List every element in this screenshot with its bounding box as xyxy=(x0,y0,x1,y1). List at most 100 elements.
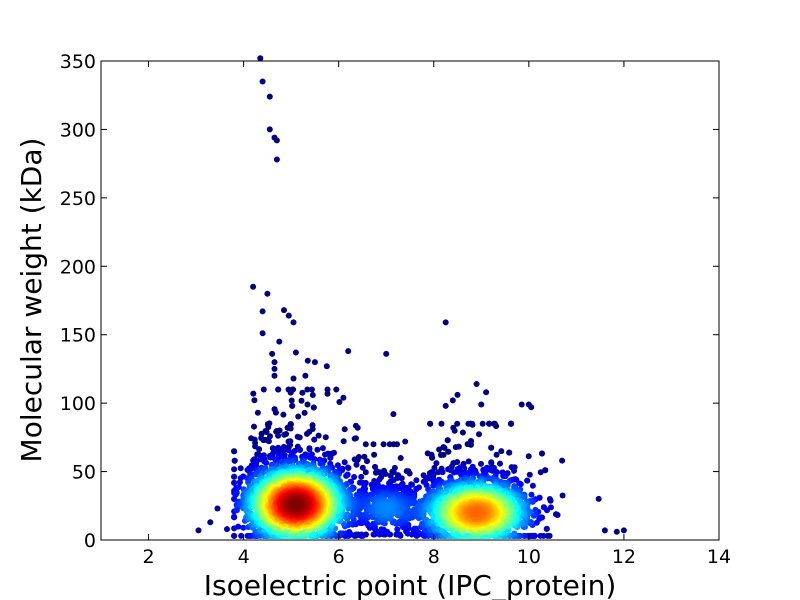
data-point xyxy=(272,409,279,416)
data-point xyxy=(322,434,329,441)
data-point xyxy=(340,394,347,401)
data-point xyxy=(413,525,420,532)
data-point xyxy=(297,446,303,453)
data-point xyxy=(620,527,627,534)
data-point xyxy=(345,465,352,471)
data-point xyxy=(271,365,278,372)
data-point xyxy=(427,420,434,427)
data-point xyxy=(353,531,360,538)
data-point xyxy=(345,348,352,355)
data-point xyxy=(266,93,273,100)
data-point xyxy=(413,477,420,484)
data-point xyxy=(371,451,378,458)
data-point xyxy=(362,441,369,448)
data-point xyxy=(273,156,280,163)
data-point xyxy=(383,506,390,513)
data-point xyxy=(281,307,287,314)
data-point xyxy=(439,469,446,476)
data-point xyxy=(356,479,363,486)
data-point xyxy=(301,409,308,416)
data-point xyxy=(240,524,247,531)
data-point xyxy=(264,290,271,297)
data-point xyxy=(271,372,278,379)
data-point xyxy=(358,473,365,480)
data-point xyxy=(314,446,321,453)
data-point xyxy=(231,448,238,455)
data-point xyxy=(306,446,313,453)
data-point xyxy=(236,479,243,486)
data-point xyxy=(311,359,318,366)
data-point xyxy=(324,386,331,393)
plot-background xyxy=(101,61,719,540)
data-point xyxy=(342,512,349,519)
data-point xyxy=(354,424,361,431)
data-point xyxy=(292,349,299,356)
data-point xyxy=(540,504,547,511)
data-point xyxy=(269,350,276,357)
data-point xyxy=(281,454,288,460)
data-point xyxy=(280,411,287,418)
data-point xyxy=(304,386,311,393)
data-point xyxy=(444,437,451,444)
data-point xyxy=(263,459,270,466)
data-point xyxy=(317,460,324,467)
data-point xyxy=(454,391,461,398)
data-point xyxy=(537,532,544,539)
data-point xyxy=(288,397,295,404)
data-point xyxy=(402,438,409,445)
data-point xyxy=(479,420,486,427)
data-point xyxy=(449,397,456,404)
data-point xyxy=(452,444,459,451)
data-point xyxy=(353,461,360,468)
data-point xyxy=(248,465,255,472)
data-point xyxy=(467,441,474,448)
data-point xyxy=(231,479,238,486)
data-point xyxy=(315,432,322,439)
data-point xyxy=(376,476,383,483)
data-point xyxy=(476,431,482,438)
data-point xyxy=(497,460,503,467)
data-point xyxy=(442,319,449,326)
data-point xyxy=(333,386,340,393)
data-point xyxy=(378,526,385,533)
data-point xyxy=(445,448,452,455)
data-point xyxy=(310,404,317,411)
data-point xyxy=(309,392,316,398)
data-point xyxy=(296,434,303,441)
data-point xyxy=(397,455,404,461)
data-point xyxy=(429,454,436,461)
data-point xyxy=(341,426,348,433)
data-point xyxy=(231,496,238,502)
data-point xyxy=(351,474,358,480)
data-point xyxy=(363,531,369,538)
data-point xyxy=(382,471,389,477)
data-point xyxy=(235,523,242,530)
data-point xyxy=(553,511,560,518)
data-point xyxy=(287,389,294,396)
data-point xyxy=(231,532,238,539)
data-point xyxy=(207,519,214,526)
data-point xyxy=(351,456,358,463)
data-point xyxy=(435,469,442,476)
data-point xyxy=(406,470,413,477)
data-point xyxy=(361,453,368,460)
data-point xyxy=(195,527,202,534)
data-point xyxy=(441,444,448,451)
data-point xyxy=(559,457,566,464)
data-point xyxy=(525,453,532,460)
data-point xyxy=(483,389,490,396)
data-point xyxy=(559,492,566,499)
data-point xyxy=(275,386,282,393)
data-point xyxy=(281,431,288,438)
data-point xyxy=(276,338,283,345)
data-point xyxy=(372,469,379,476)
data-point xyxy=(486,420,493,427)
data-point xyxy=(440,451,447,458)
data-point xyxy=(601,527,608,534)
data-point xyxy=(524,477,531,484)
data-point xyxy=(370,441,377,448)
data-point xyxy=(251,423,257,430)
data-point xyxy=(543,525,550,532)
data-point xyxy=(390,411,397,418)
data-point xyxy=(260,386,267,393)
